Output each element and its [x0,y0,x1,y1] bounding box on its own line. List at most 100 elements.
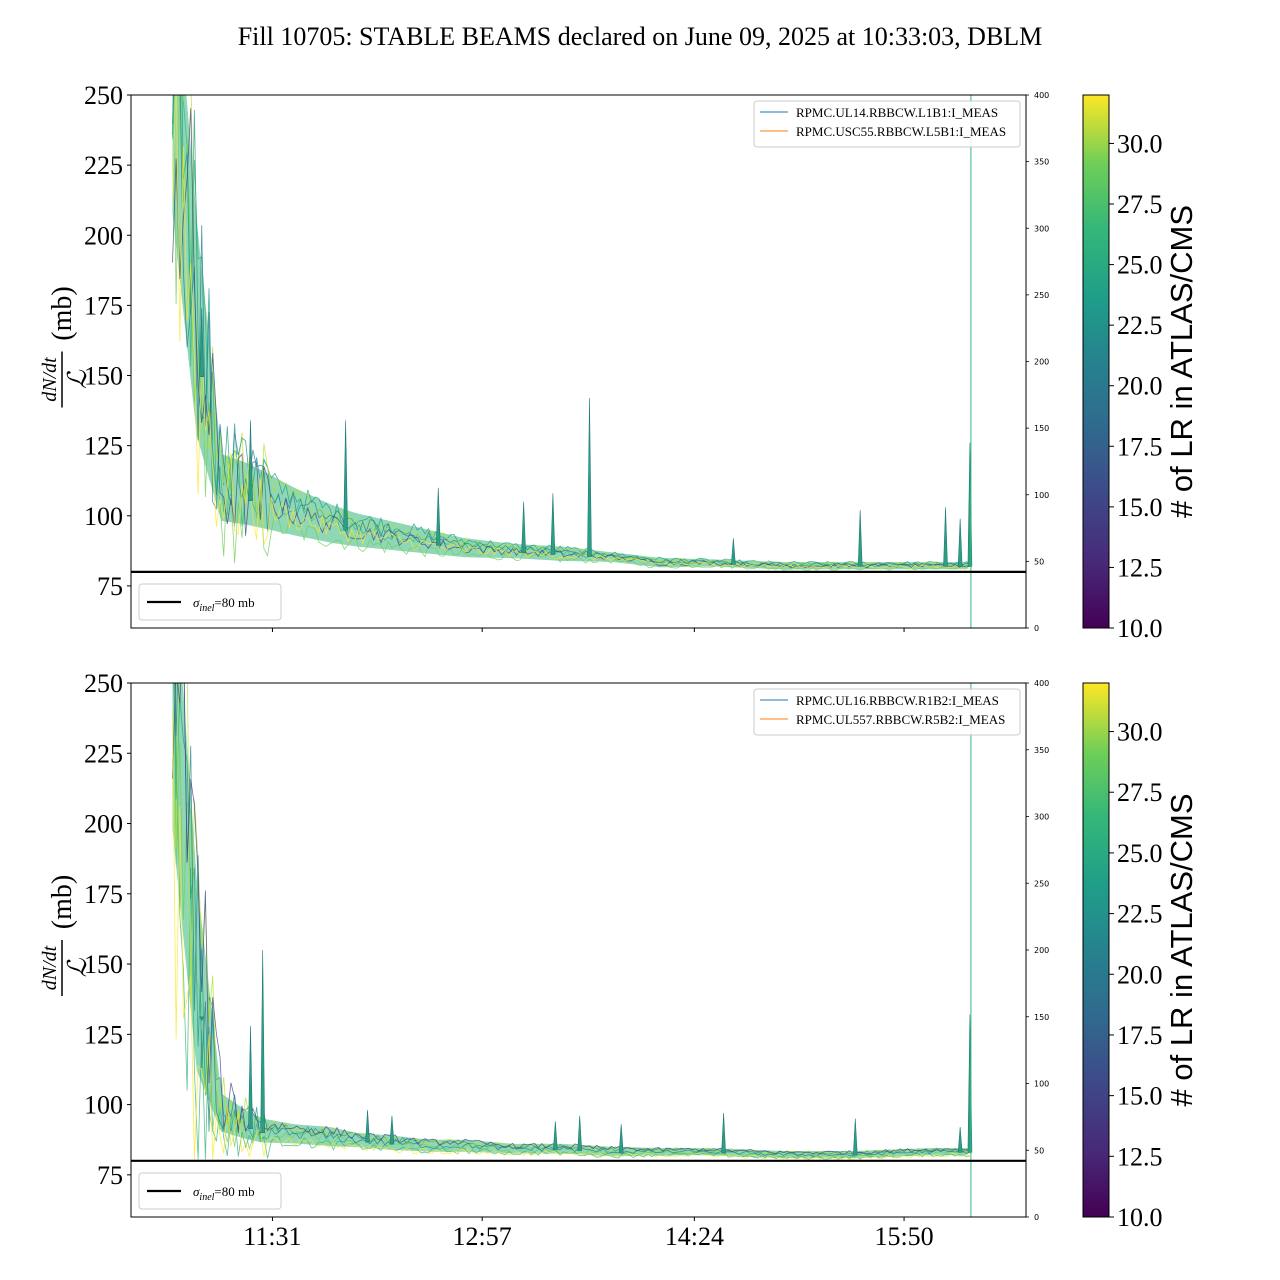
data-trace [182,95,970,566]
colorbar: 10.0 12.5 15.0 17.5 20.0 22.5 25.0 27.5 30.0 # of… [1082,682,1199,1232]
data-spike [857,510,863,567]
ytick-label: 125 [84,1020,123,1049]
data-spike [852,1118,858,1156]
y2tick-label: 250 [1034,291,1049,300]
y2tick-label: 200 [1034,946,1049,955]
ytick-label: 125 [84,432,123,461]
colorbar-tick-label: 17.5 [1117,432,1163,461]
ytick-label: 150 [84,950,123,979]
legend-series: RPMC.UL16.RBBCW.R1B2:I_MEAS RPMC.UL557.RB… [753,688,1021,736]
data-spike [199,1016,205,1021]
legend-series: RPMC.UL14.RBBCW.L1B1:I_MEAS RPMC.USC55.RB… [753,100,1021,148]
ytick-label: 250 [84,81,123,110]
y2tick-label: 250 [1034,879,1049,888]
data-trace [173,95,970,571]
colorbar-tick-label: 25.0 [1117,839,1163,868]
ytick-label: 225 [84,151,123,180]
data-spike [957,1127,963,1153]
xtick-label: 14:24 [665,1222,724,1251]
colorbar-tick-label: 20.0 [1117,372,1163,401]
xtick-label: 11:31 [243,1222,301,1251]
data-spike [199,308,205,377]
y2tick-label: 400 [1034,679,1049,688]
y2tick-label: 100 [1034,1080,1049,1089]
colorbar-gradient [1082,682,1110,1218]
y2tick-label: 400 [1034,91,1049,100]
chart-panel-top: 75 100 125 150 175 200 225 250 0 50 100 150 200 250 30… [39,81,1199,643]
y-axis-label-numerator: dN/dt [39,945,61,990]
data-trace [172,683,970,1155]
data-spike [618,1124,624,1153]
data-spike [389,1115,395,1145]
colorbar-tick-label: 25.0 [1117,251,1163,280]
data-trace [173,683,971,1158]
colorbar-tick-label: 17.5 [1117,1021,1163,1050]
legend-box [753,100,1021,148]
y2tick-label: 300 [1034,813,1049,822]
legend-entry: RPMC.UL557.RBBCW.R5B2:I_MEAS [796,712,1005,727]
ytick-label: 150 [84,362,123,391]
xtick-label: 12:57 [453,1222,512,1251]
colorbar-tick-label: 10.0 [1117,1203,1163,1232]
axes-frame [130,94,1027,629]
ytick-label: 100 [84,1091,123,1120]
ytick-label: 250 [84,669,123,698]
y2tick-label: 350 [1034,746,1049,755]
data-spike [957,518,963,567]
data-spike [248,420,253,501]
legend-box [753,688,1021,736]
data-spike [721,1112,726,1154]
colorbar: 10.0 12.5 15.0 17.5 20.0 22.5 25.0 27.5 30.0 # of… [1082,94,1199,643]
data-trace [172,95,971,566]
y2tick-label: 150 [1034,424,1049,433]
data-spike [248,1025,253,1129]
data-spike [343,420,348,531]
legend-reference: σinel=80 mb [138,583,282,621]
y2tick-label: 0 [1034,624,1039,633]
colorbar-tick-label: 27.5 [1117,778,1163,807]
legend-entry: RPMC.UL14.RBBCW.L1B1:I_MEAS [796,105,998,120]
data-envelope [172,683,968,1159]
colorbar-tick-label: 12.5 [1117,1142,1163,1171]
data-trace [172,95,970,568]
y2tick-label: 150 [1034,1013,1049,1022]
chart-panel-bottom: 75 100 125 150 175 200 225 250 0 50 100 150 200 250 30… [39,669,1199,1251]
colorbar-tick-label: 30.0 [1117,718,1163,747]
colorbar-gradient [1082,94,1110,629]
ytick-label: 75 [97,572,123,601]
y-axis-label: dN/dt ℒ (mb) [39,875,92,996]
ytick-label: 200 [84,810,123,839]
legend-entry: RPMC.UL16.RBBCW.R1B2:I_MEAS [796,693,999,708]
data-spike [577,1115,583,1151]
y-axis-label: dN/dt ℒ (mb) [39,286,92,408]
colorbar-tick-label: 15.0 [1117,1082,1163,1111]
y-axis-label-denominator: ℒ [63,369,92,389]
plot-area [172,95,973,628]
colorbar-tick-label: 20.0 [1117,960,1163,989]
data-spike [553,1121,558,1150]
legend-entry: σinel=80 mb [193,1184,255,1203]
colorbar-tick-label: 15.0 [1117,493,1163,522]
y2tick-label: 300 [1034,224,1049,233]
data-envelope [172,95,968,570]
colorbar-tick-label: 22.5 [1117,311,1163,340]
y-axis-label-unit: (mb) [47,286,78,340]
legend-box [138,583,282,621]
data-spike [550,493,556,555]
colorbar-tick-label: 22.5 [1117,900,1163,929]
ytick-label: 100 [84,502,123,531]
ytick-label: 75 [97,1161,123,1190]
data-spike [365,1110,370,1143]
data-trace [174,683,971,1157]
data-spike [435,487,441,546]
legend-entry: σinel=80 mb [193,595,255,614]
y-axis-label-unit: (mb) [47,875,78,929]
y2tick-label: 350 [1034,158,1049,167]
y2tick-label: 200 [1034,358,1049,367]
colorbar-tick-label: 12.5 [1117,553,1163,582]
legend-reference: σinel=80 mb [138,1172,282,1210]
data-spike [731,538,736,565]
data-spike [521,501,526,554]
colorbar-tick-label: 27.5 [1117,190,1163,219]
